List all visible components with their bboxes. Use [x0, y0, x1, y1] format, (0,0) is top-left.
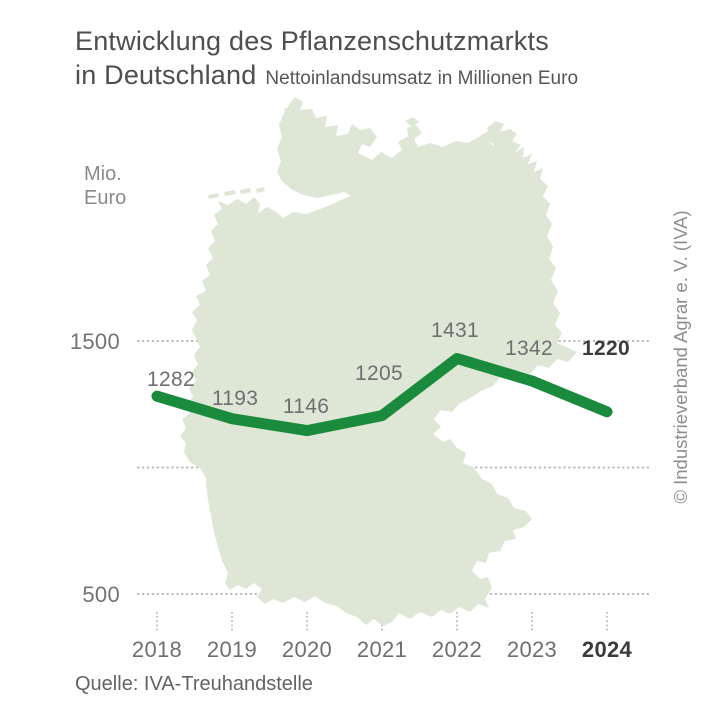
y-axis-unit-label: Mio. Euro [84, 162, 126, 210]
value-label-2018: 1282 [147, 368, 195, 392]
year-label-2023: 2023 [506, 637, 558, 662]
page-title-line1: Entwicklung des Pflanzenschutzmarkts [75, 26, 549, 56]
year-label-2024: 2024 [581, 637, 633, 662]
germany-mainland [180, 97, 577, 626]
value-label-2019: 1193 [211, 386, 259, 410]
value-label-2020: 1146 [282, 394, 330, 418]
source-note: Quelle: IVA-Treuhandstelle [75, 673, 313, 695]
year-label-2020: 2020 [281, 637, 333, 662]
y-axis-unit-line1: Mio. [84, 163, 122, 185]
value-label-2024: 1220 [582, 336, 630, 360]
page-title-line2: in Deutschland [75, 60, 257, 90]
chart-title-block: Entwicklung des Pflanzenschutzmarkts in … [75, 24, 578, 97]
year-label-2018: 2018 [131, 637, 183, 662]
copyright-credit: © Industrieverband Agrar e. V. (IVA) [670, 210, 691, 504]
y-tick-label-1500: 1500 [69, 329, 120, 354]
chart-subtitle: Nettoinlandsumsatz in Millionen Euro [265, 68, 579, 89]
y-axis-unit-line2: Euro [84, 187, 127, 209]
value-label-2023: 1342 [505, 336, 553, 360]
year-label-2019: 2019 [206, 637, 258, 662]
y-tick-label-500: 500 [82, 582, 120, 607]
value-label-2021: 1205 [355, 361, 403, 385]
trend-line [151, 353, 613, 437]
germany-map [180, 97, 577, 626]
value-label-2022: 1431 [431, 319, 479, 343]
year-label-2022: 2022 [431, 637, 483, 662]
year-label-2021: 2021 [356, 637, 408, 662]
